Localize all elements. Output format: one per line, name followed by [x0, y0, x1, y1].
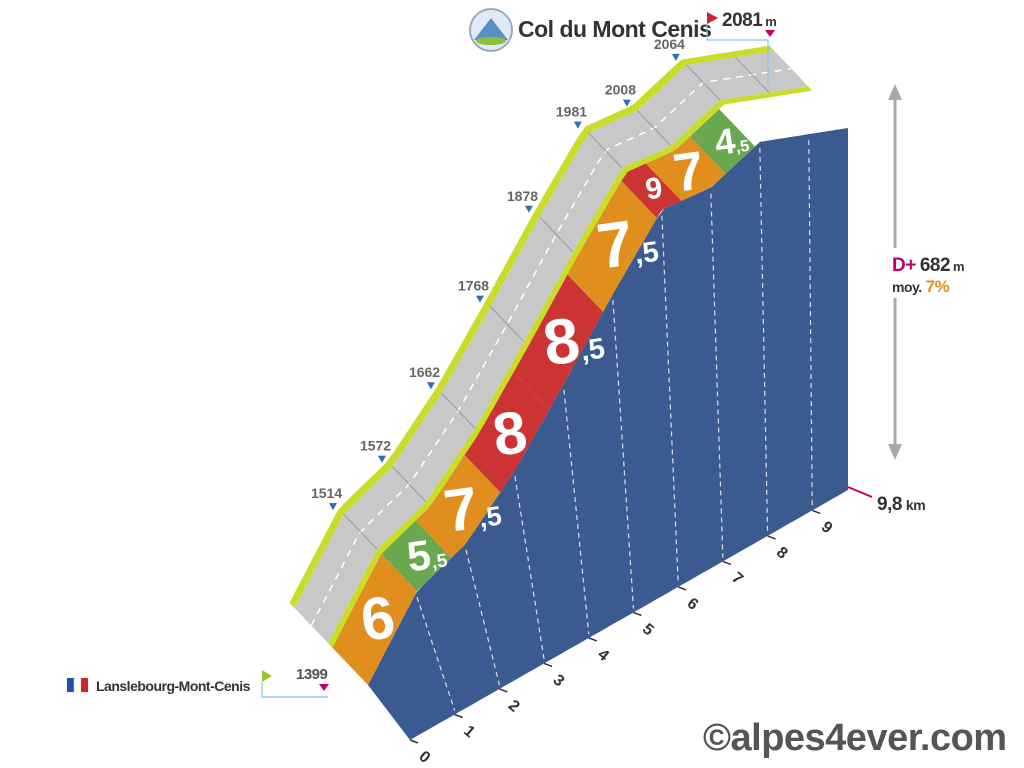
altitude-label: 2064	[654, 36, 685, 52]
summit-leader-line	[706, 24, 769, 84]
km-tick	[454, 713, 463, 719]
gradient-bands: 65,57,588,57,59 7 4,5	[332, 109, 755, 685]
france-flag-white	[73, 677, 82, 693]
km-road-mark	[392, 466, 427, 503]
start-header: Lanslebourg-Mont-Cenis 1399	[67, 666, 329, 698]
watermark: ©alpes4ever.com	[703, 717, 1007, 759]
gradient-band	[621, 163, 682, 219]
km-tick	[543, 662, 553, 668]
km-gridline	[416, 596, 456, 711]
km-gridline	[759, 147, 769, 532]
km-tick-label: 1	[460, 723, 478, 742]
km-tick	[499, 688, 508, 693]
altitude-marker-icon	[377, 455, 386, 463]
total-distance-label: 9,8 km	[877, 494, 925, 515]
road-centerline	[310, 67, 792, 626]
altitude-marker-icon	[328, 503, 337, 511]
km-road-mark	[343, 513, 378, 550]
summit-altitude: 2081 m	[722, 10, 776, 31]
km-tick-label: 7	[728, 569, 746, 588]
altitude-marker-icon	[524, 205, 533, 213]
altitude-label: 1514	[311, 485, 342, 501]
km-road-mark	[441, 392, 476, 429]
gain-arrow-down-icon	[888, 444, 902, 460]
altitude-label: 1878	[507, 188, 538, 204]
summit-marker-icon	[765, 30, 775, 37]
gain-label-backdrop	[886, 248, 972, 298]
gradient-band	[689, 109, 755, 174]
km-tick-label: 8	[773, 544, 791, 563]
profile-side-area	[368, 128, 848, 740]
start-altitude: 1399	[296, 666, 328, 683]
altitude-marker-icon	[671, 53, 680, 61]
total-distance: 9,8 km	[847, 486, 926, 515]
km-tick-label: 3	[550, 672, 568, 691]
chart-title: Col du Mont Cenis	[518, 16, 711, 42]
gradient-band	[567, 180, 657, 312]
km-road-mark	[685, 64, 721, 101]
altitude-labels: 1514 1572 1662 1768 1878 1981 2008 2064	[311, 36, 685, 511]
km-gridline	[514, 476, 545, 660]
altitude-label: 1981	[556, 104, 587, 120]
gain-arrow-up-icon	[888, 84, 902, 100]
france-flag-blue	[67, 678, 74, 692]
average-grade-label: moy. 7%	[892, 277, 950, 296]
summit-header: Col du Mont Cenis 2081 m	[469, 8, 777, 84]
profile-side-fill	[368, 128, 848, 740]
km-tick	[633, 611, 642, 617]
km-tick-label: 6	[684, 595, 702, 614]
start-name: Lanslebourg-Mont-Cenis	[96, 678, 251, 694]
gradient-band	[415, 454, 501, 558]
start-flag-icon	[262, 670, 272, 682]
start-leader-line	[261, 682, 328, 698]
gradient-band	[464, 372, 550, 493]
road-surface	[289, 45, 813, 648]
km-tick	[767, 535, 776, 540]
km-tick-label: 0	[415, 748, 433, 767]
km-tick	[409, 739, 419, 744]
gradient-band	[381, 520, 452, 592]
km-road-mark	[539, 216, 574, 253]
altitude-label: 2008	[605, 82, 636, 98]
altitude-label: 1662	[409, 364, 440, 380]
mountain-logo-base-icon	[476, 37, 506, 45]
distance-tick	[847, 486, 873, 498]
km-tick-label: 2	[505, 697, 523, 716]
km-gridline	[710, 193, 724, 558]
altitude-marker-icon	[475, 295, 484, 303]
elevation-gain-indicator: D+ 682 m moy. 7%	[886, 84, 972, 460]
gradient-band	[513, 274, 604, 410]
gradient-band	[332, 553, 417, 685]
altitude-label: 1572	[360, 438, 391, 454]
km-road-mark	[490, 306, 525, 343]
grade-label: 8,5	[539, 300, 608, 380]
km-tick	[811, 509, 821, 515]
france-flag-red	[81, 678, 88, 692]
start-marker-icon	[319, 684, 329, 691]
km-road-mark	[588, 132, 623, 169]
km-tick-label: 9	[818, 518, 836, 537]
altitude-marker-icon	[573, 121, 582, 129]
km-tick	[677, 586, 687, 591]
gain-label: D+ 682 m	[892, 255, 964, 276]
km-road-mark	[636, 110, 672, 147]
altitude-marker-icon	[622, 99, 631, 107]
altitude-marker-icon	[426, 382, 435, 390]
km-gridline	[808, 140, 813, 507]
km-gridline	[661, 215, 679, 583]
summit-flag-icon	[707, 12, 718, 24]
gradient-band	[645, 136, 726, 201]
km-road-mark	[734, 56, 770, 93]
road-asphalt	[294, 51, 809, 644]
km-tick	[588, 637, 598, 642]
altitude-label: 1768	[458, 278, 489, 294]
km-tick-label: 4	[594, 646, 612, 665]
grade-label: 9	[643, 171, 664, 206]
mountain-logo-peak-icon	[474, 18, 508, 40]
km-gridline	[612, 299, 635, 609]
km-tick-label: 5	[639, 620, 657, 639]
km-tick	[722, 560, 732, 566]
km-gridline	[563, 389, 590, 635]
